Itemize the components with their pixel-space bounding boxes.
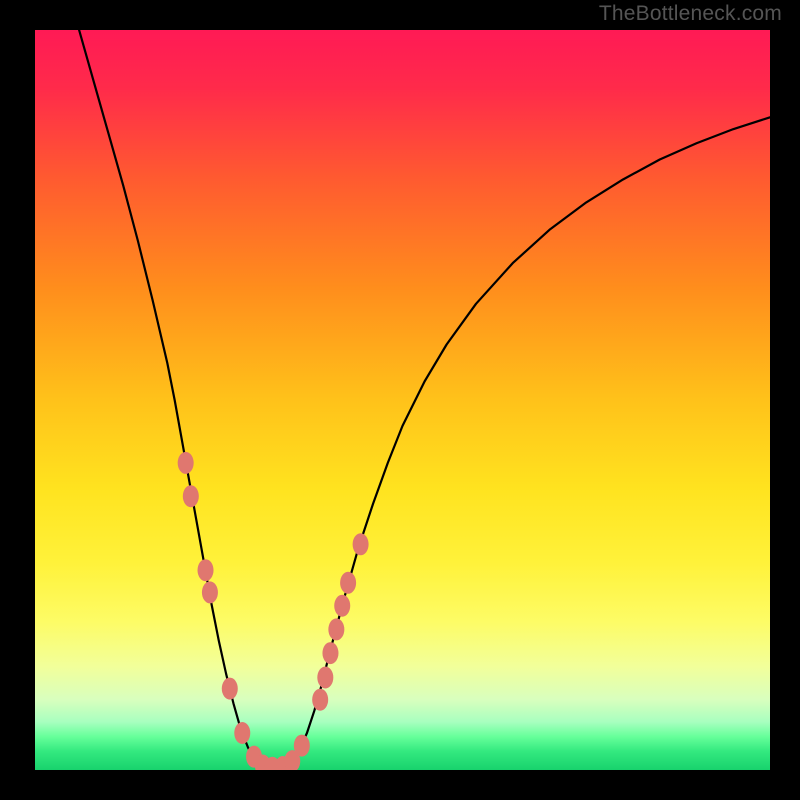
data-marker <box>222 678 238 700</box>
data-marker <box>322 642 338 664</box>
data-marker <box>183 485 199 507</box>
data-marker <box>294 735 310 757</box>
data-marker <box>234 722 250 744</box>
data-marker <box>202 581 218 603</box>
plot-area <box>35 30 770 770</box>
data-marker <box>312 689 328 711</box>
data-marker <box>334 595 350 617</box>
chart-svg <box>35 30 770 770</box>
data-marker <box>353 533 369 555</box>
data-marker <box>328 618 344 640</box>
watermark-text: TheBottleneck.com <box>599 2 782 26</box>
data-marker <box>317 667 333 689</box>
chart-container: TheBottleneck.com <box>0 0 800 800</box>
data-marker <box>178 452 194 474</box>
data-marker <box>340 572 356 594</box>
gradient-background <box>35 30 770 770</box>
data-marker <box>198 559 214 581</box>
